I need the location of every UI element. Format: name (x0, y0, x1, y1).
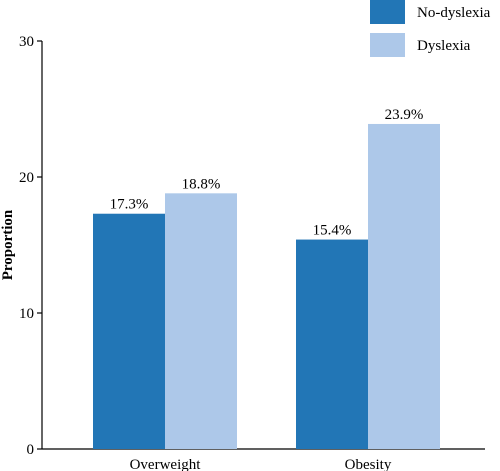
category-label-overweight: Overweight (130, 457, 202, 471)
data-labels: 17.3% 18.8% 15.4% 23.9% (110, 107, 424, 239)
category-labels: Overweight Obesity (130, 457, 392, 471)
data-label: 18.8% (182, 176, 221, 192)
legend-swatch-dyslexia (370, 33, 405, 57)
y-tick-label: 20 (19, 170, 34, 186)
legend: No-dyslexia Dyslexia (370, 0, 491, 57)
category-label-obesity: Obesity (345, 457, 392, 471)
bars (93, 123, 440, 450)
data-label: 15.4% (313, 223, 352, 239)
legend-label: No-dyslexia (417, 5, 491, 21)
y-tick-label: 30 (19, 34, 34, 50)
data-label: 23.9% (385, 107, 424, 123)
y-axis-title: Proportion (0, 209, 16, 280)
legend-swatch-no-dyslexia (370, 0, 405, 24)
bar-no-dyslexia-obesity (296, 239, 368, 449)
y-ticks: 0 10 20 30 (19, 34, 42, 458)
legend-label: Dyslexia (417, 38, 471, 54)
y-tick-label: 10 (19, 306, 34, 322)
bar-dyslexia-overweight (165, 193, 237, 449)
data-label: 17.3% (110, 197, 149, 213)
bar-no-dyslexia-overweight (93, 213, 165, 449)
bar-dyslexia-obesity (368, 123, 440, 450)
y-tick-label: 0 (27, 442, 35, 458)
